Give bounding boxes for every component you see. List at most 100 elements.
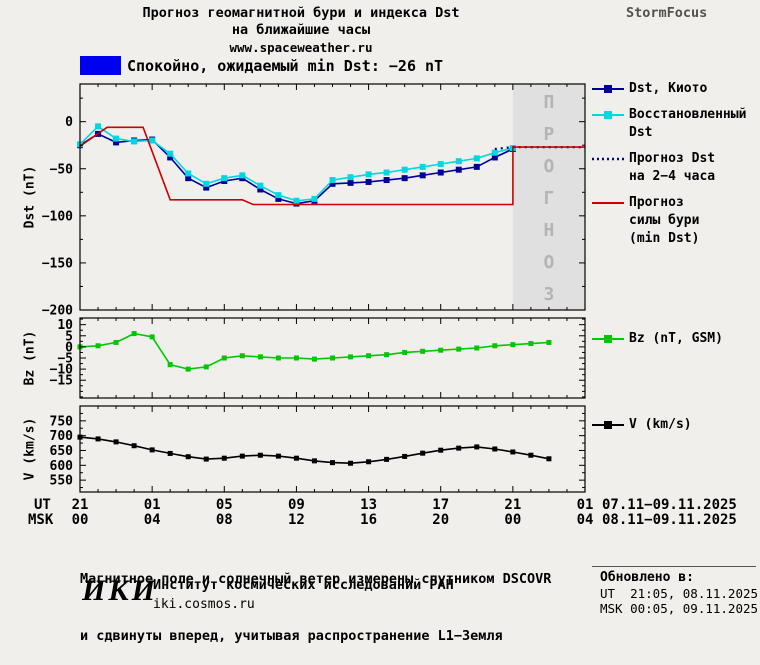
data-marker (293, 455, 299, 461)
data-marker (456, 445, 462, 451)
data-marker (167, 362, 173, 368)
data-marker (293, 355, 299, 361)
status-box (80, 56, 121, 75)
swatch-marker (604, 335, 612, 343)
data-marker (185, 170, 192, 177)
data-marker (419, 172, 426, 179)
legend-main: Dst, Киото Восстановленный Dst Прогноз D… (592, 80, 760, 256)
restored-dst-swatch (592, 111, 624, 119)
ut-tick-label: 09 (288, 497, 305, 513)
msk-date-range: 08.11−09.11.2025 (602, 512, 737, 528)
y-tick-label: −5 (57, 352, 73, 367)
data-marker (275, 355, 281, 361)
data-marker (149, 334, 155, 340)
data-marker (491, 154, 498, 161)
msk-row-label: MSK (28, 512, 54, 528)
legend-label-line: на 2−4 часа (629, 169, 716, 184)
data-marker (167, 154, 174, 161)
msk-tick-label: 12 (288, 512, 305, 528)
bz-swatch (592, 335, 624, 343)
data-marker (546, 339, 552, 345)
legend-label-line: Dst, Киото (629, 81, 708, 96)
updated-msk: MSK 00:05, 09.11.2025 (600, 601, 759, 616)
data-marker (257, 186, 264, 193)
storm-forecast-swatch (592, 202, 624, 204)
page-title-line2: на ближайшие часы (231, 22, 371, 38)
data-marker (401, 175, 408, 182)
forecast-band-letter: П (544, 92, 555, 113)
y-tick-label: −10 (50, 363, 74, 378)
legend-label-line: (min Dst) (629, 231, 700, 246)
legend-item-storm-forecast: Прогноз силы бури (min Dst) (592, 194, 760, 248)
y-tick-label: 0 (65, 340, 73, 355)
msk-tick-label: 16 (360, 512, 377, 528)
data-marker (149, 447, 155, 453)
legend-item-v: V (km/s) (592, 416, 760, 434)
data-marker (311, 356, 317, 362)
series-line (79, 132, 514, 205)
msk-tick-label: 00 (72, 512, 89, 528)
data-marker (455, 166, 462, 173)
data-marker (546, 456, 552, 462)
data-marker (311, 458, 317, 464)
data-marker (438, 347, 444, 353)
updated-ut: UT 21:05, 08.11.2025 (600, 586, 759, 601)
msk-tick-label: 04 (577, 512, 594, 528)
y-tick-label: 600 (50, 459, 74, 474)
institute-name: Институт космических исследований РАН (153, 577, 454, 593)
y-tick-label: 5 (65, 329, 73, 344)
series-line (79, 125, 514, 202)
header: Прогноз геомагнитной бури и индекса Dst … (58, 5, 544, 56)
data-marker (383, 177, 390, 184)
footnote-line1: Магнитное поле и солнечный ветер измерен… (80, 571, 552, 587)
iki-logo: ИКИ (82, 574, 159, 607)
ut-tick-label: 01 (577, 497, 594, 513)
forecast-band-letter: О (544, 252, 555, 273)
forecast-band-letter: З (544, 284, 555, 305)
legend-label: Dst, Киото (629, 80, 707, 98)
data-marker (384, 456, 390, 462)
y-tick-label: 650 (50, 444, 74, 459)
storm-forecast-page: { "header": { "title_line1": "Прогноз ге… (22, 5, 760, 644)
msk-tick-label: 04 (144, 512, 161, 528)
data-marker (419, 163, 426, 170)
ut-date-range: 07.11−09.11.2025 (602, 497, 737, 513)
data-marker (510, 449, 516, 455)
data-marker (221, 175, 228, 182)
page-title-line1: Прогноз геомагнитной бури и индекса Dst (142, 5, 460, 21)
data-marker (492, 343, 498, 349)
y-tick-label: 10 (57, 318, 73, 333)
data-marker (185, 366, 191, 372)
v-swatch (592, 421, 624, 429)
data-marker (329, 180, 336, 187)
ut-tick-label: 17 (432, 497, 449, 513)
data-marker (275, 453, 281, 459)
legend-label: Bz (nT, GSM) (629, 330, 723, 348)
data-marker (185, 454, 191, 460)
legend-label: Восстановленный Dst (629, 106, 746, 142)
legend-bz: Bz (nT, GSM) (592, 330, 760, 356)
data-marker (528, 452, 534, 458)
data-marker (455, 158, 462, 165)
data-marker (383, 169, 390, 176)
data-marker (437, 161, 444, 168)
data-marker (348, 354, 354, 360)
data-marker (311, 195, 318, 202)
panel-border (79, 83, 586, 311)
data-marker (239, 453, 245, 459)
dst-kyoto-swatch (592, 85, 624, 93)
data-marker (492, 446, 498, 452)
legend-label-line: Bz (nT, GSM) (629, 331, 723, 346)
legend-item-bz: Bz (nT, GSM) (592, 330, 760, 348)
data-marker (149, 137, 156, 144)
data-marker (113, 139, 120, 146)
data-marker (257, 452, 263, 458)
swatch-marker (604, 111, 612, 119)
footnote-line2: и сдвинуты вперед, учитывая распростране… (80, 628, 503, 644)
forecast-dst-swatch (592, 157, 624, 161)
y-tick-label: −200 (42, 304, 73, 319)
data-marker (402, 453, 408, 459)
data-marker (402, 349, 408, 355)
legend-label-line: Прогноз (629, 195, 684, 210)
swatch-marker (604, 85, 612, 93)
